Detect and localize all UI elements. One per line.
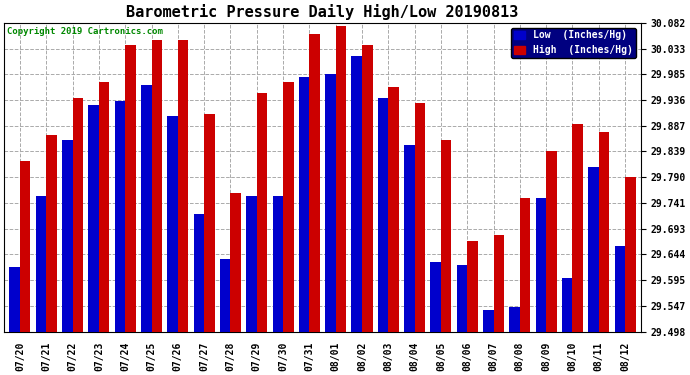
Bar xyxy=(309,34,320,332)
Bar xyxy=(377,98,388,332)
Bar xyxy=(115,100,125,332)
Bar xyxy=(457,264,467,332)
Bar xyxy=(141,85,152,332)
Bar xyxy=(335,26,346,332)
Bar xyxy=(362,45,373,332)
Bar xyxy=(483,309,493,332)
Bar xyxy=(493,236,504,332)
Bar xyxy=(388,87,399,332)
Bar xyxy=(520,198,531,332)
Bar xyxy=(204,114,215,332)
Bar xyxy=(625,177,635,332)
Bar xyxy=(10,267,20,332)
Bar xyxy=(535,198,546,332)
Bar xyxy=(467,241,477,332)
Bar xyxy=(125,45,136,332)
Bar xyxy=(404,146,415,332)
Bar xyxy=(230,193,241,332)
Bar xyxy=(62,140,72,332)
Bar xyxy=(562,278,573,332)
Bar xyxy=(325,74,335,332)
Bar xyxy=(220,259,230,332)
Bar xyxy=(415,103,425,332)
Bar xyxy=(589,166,599,332)
Bar xyxy=(573,124,583,332)
Bar xyxy=(441,140,451,332)
Bar xyxy=(20,161,30,332)
Bar xyxy=(273,196,283,332)
Bar xyxy=(431,262,441,332)
Bar xyxy=(257,93,267,332)
Title: Barometric Pressure Daily High/Low 20190813: Barometric Pressure Daily High/Low 20190… xyxy=(126,4,519,20)
Bar xyxy=(46,135,57,332)
Bar xyxy=(546,151,557,332)
Bar xyxy=(246,196,257,332)
Bar xyxy=(194,214,204,332)
Bar xyxy=(72,98,83,332)
Bar xyxy=(36,196,46,332)
Bar xyxy=(283,82,293,332)
Bar xyxy=(167,116,178,332)
Bar xyxy=(351,56,362,332)
Text: Copyright 2019 Cartronics.com: Copyright 2019 Cartronics.com xyxy=(8,27,164,36)
Bar xyxy=(88,105,99,332)
Bar xyxy=(615,246,625,332)
Bar xyxy=(509,307,520,332)
Bar xyxy=(152,40,162,332)
Bar xyxy=(99,82,110,332)
Bar xyxy=(299,77,309,332)
Bar xyxy=(178,40,188,332)
Bar xyxy=(599,132,609,332)
Legend: Low  (Inches/Hg), High  (Inches/Hg): Low (Inches/Hg), High (Inches/Hg) xyxy=(511,28,636,58)
